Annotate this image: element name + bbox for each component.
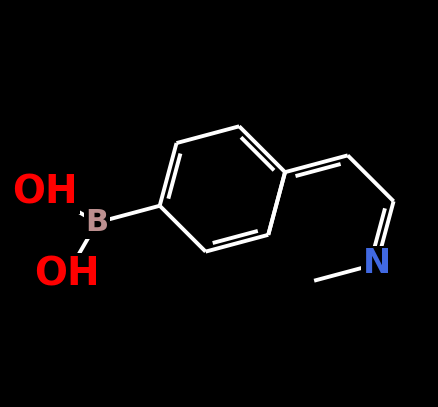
Text: B: B [85, 208, 108, 237]
Text: OH: OH [34, 255, 100, 293]
Text: N: N [362, 247, 390, 280]
Text: OH: OH [13, 174, 78, 212]
